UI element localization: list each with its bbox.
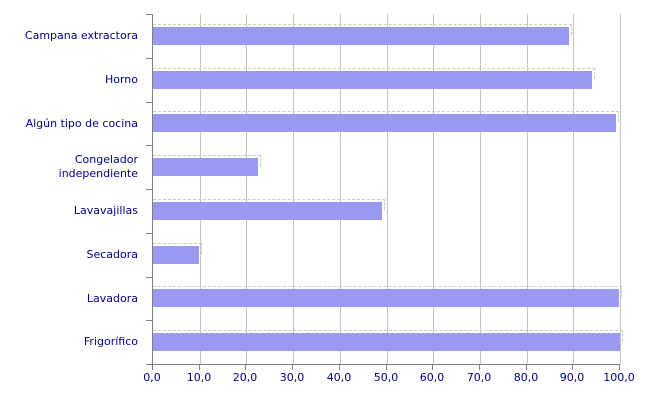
value-axis-tick [432,365,433,370]
category-axis-tick [146,58,152,59]
value-axis-tick [292,365,293,370]
category-label: Campana extractora [24,29,138,42]
value-axis-tick [245,365,246,370]
gridline [246,14,247,364]
category-label: Algún tipo de cocina [25,117,138,130]
bar-lavadora [153,286,622,307]
value-axis-label: 70,0 [466,371,492,384]
value-axis-tick [619,365,620,370]
category-label: Lavadora [86,292,138,305]
gridline [387,14,388,364]
category-label: Frigorífico [83,335,138,348]
bar-secadora [153,243,202,264]
gridline [620,14,621,364]
value-axis-tick [152,365,153,370]
category-label: Secadora [86,248,138,261]
bar-campana-extractora [153,24,572,45]
gridline [573,14,574,364]
category-axis-tick [146,14,152,15]
plot-area [152,14,623,365]
category-axis-tick [146,320,152,321]
bar-horno [153,68,595,89]
bar-congelador-independiente [153,155,261,176]
gridline [480,14,481,364]
value-axis-tick [339,365,340,370]
value-axis-tick [572,365,573,370]
category-axis-tick [146,189,152,190]
bar-frigor-fico [153,330,623,351]
category-label: Congelador independiente [58,153,138,180]
value-axis-tick [386,365,387,370]
value-axis-label: 10,0 [186,371,212,384]
gridline [200,14,201,364]
value-axis-label: 80,0 [513,371,539,384]
bar-lavavajillas [153,199,385,220]
value-axis-label: 100,0 [603,371,635,384]
value-axis-label: 90,0 [559,371,585,384]
category-label: Lavavajillas [73,204,138,217]
category-axis-tick [146,277,152,278]
bar-alg-n-tipo-de-cocina [153,111,619,132]
value-axis-label: 50,0 [373,371,399,384]
gridline [527,14,528,364]
value-axis-label: 40,0 [326,371,352,384]
gridline [433,14,434,364]
category-label: Horno [104,73,138,86]
value-axis-tick [199,365,200,370]
category-axis-tick [146,364,152,365]
gridline [293,14,294,364]
value-axis-label: 30,0 [279,371,305,384]
category-axis-tick [146,102,152,103]
gridline [340,14,341,364]
value-axis-label: 60,0 [419,371,445,384]
value-axis-label: 0,0 [143,371,161,384]
category-axis-tick [146,145,152,146]
value-axis-label: 20,0 [232,371,258,384]
value-axis-tick [526,365,527,370]
category-axis-tick [146,233,152,234]
value-axis-tick [479,365,480,370]
